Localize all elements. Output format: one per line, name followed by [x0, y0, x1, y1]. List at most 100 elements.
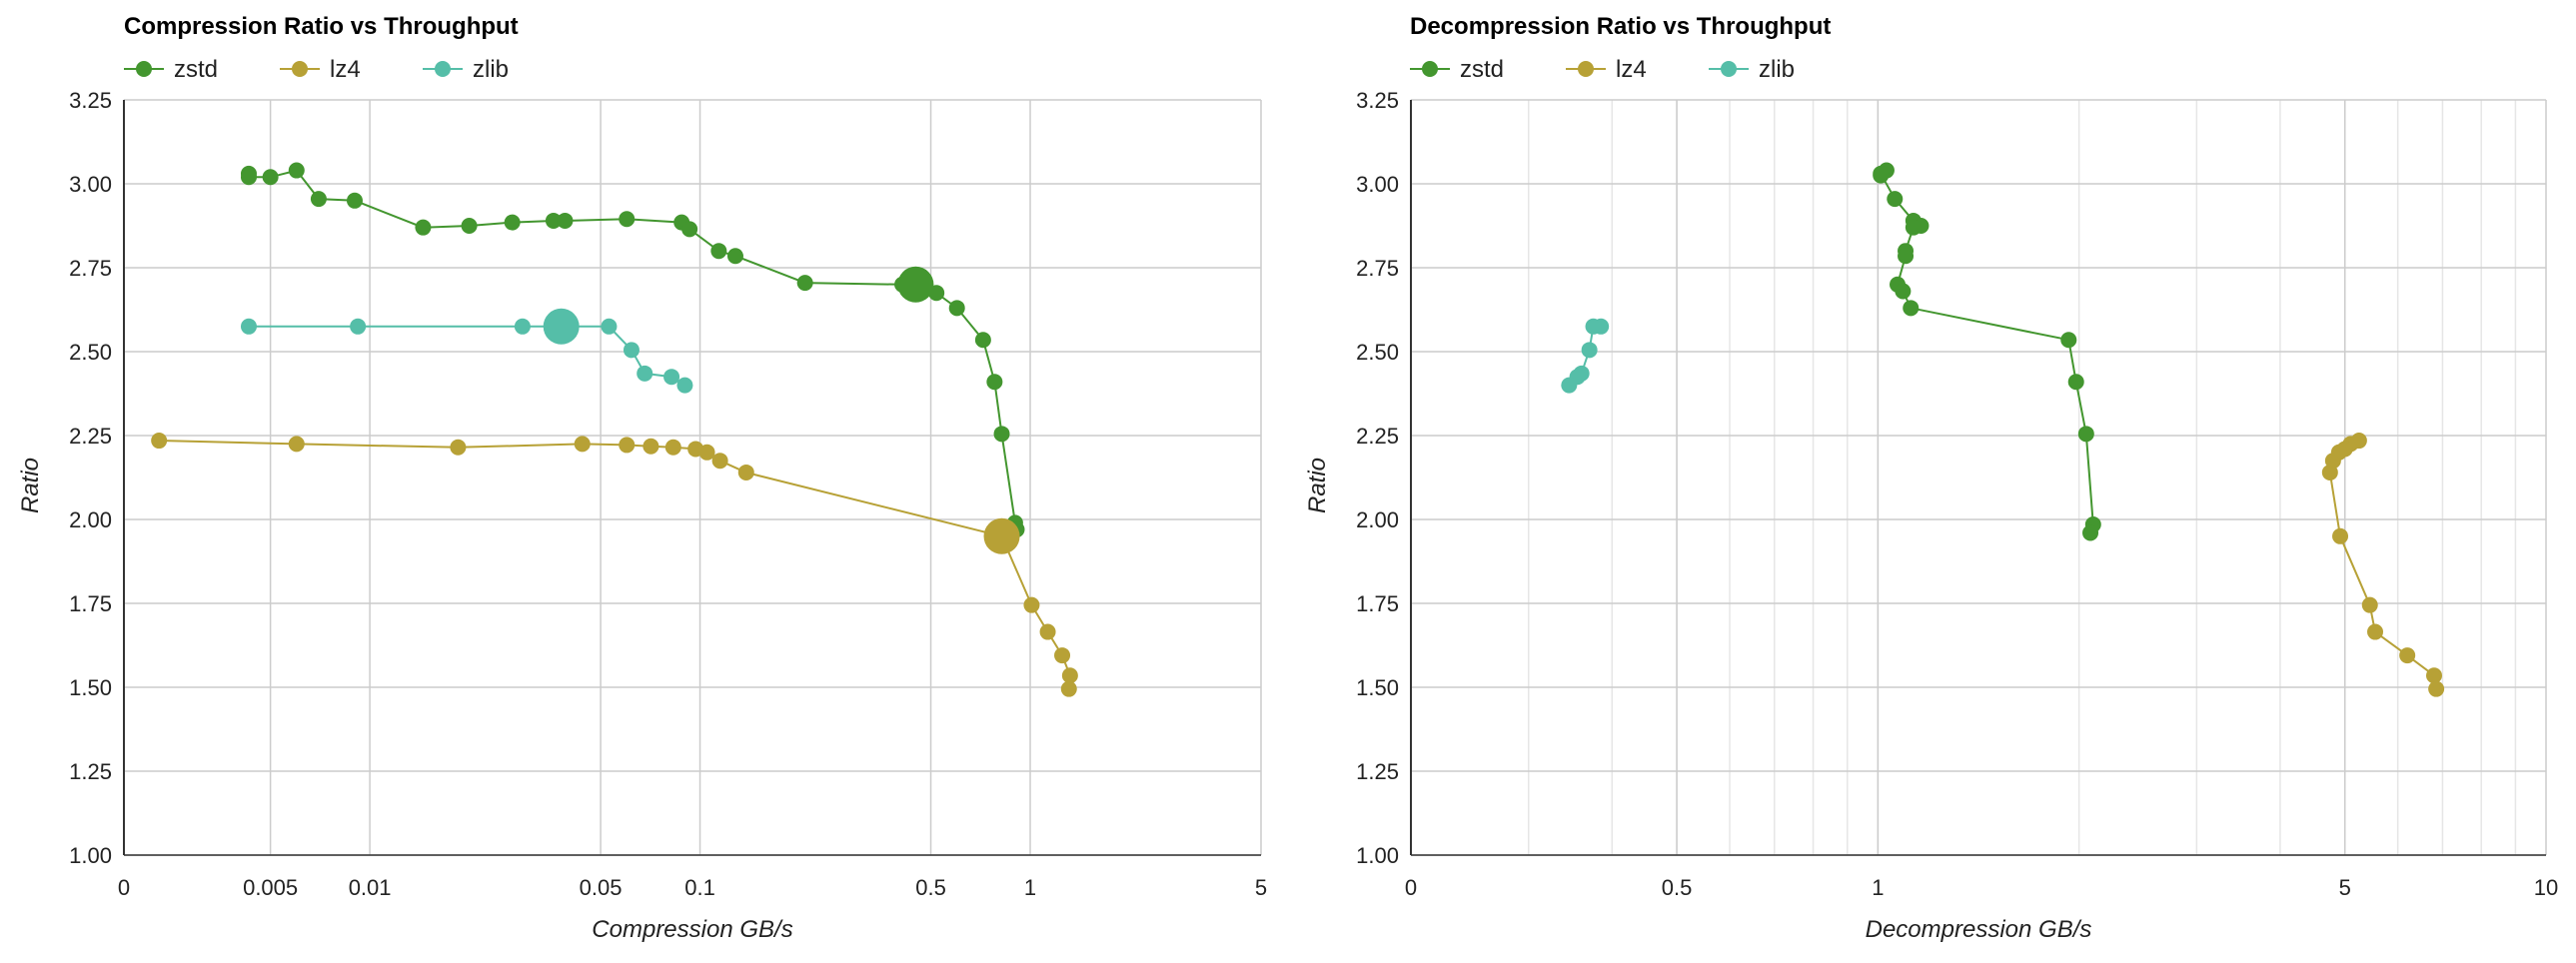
legend-label: lz4 [1616, 56, 1647, 83]
legend-label: zlib [1759, 56, 1795, 83]
y-tick-label: 1.00 [69, 843, 112, 868]
legend-label: zlib [473, 56, 509, 83]
legend-marker [292, 61, 308, 77]
series-zlib [1561, 318, 1610, 394]
legend-item-zstd: zstd [124, 56, 218, 83]
data-point-lz4 [288, 436, 305, 453]
x-tick-label: 0.5 [915, 875, 946, 900]
legend-marker [136, 61, 152, 77]
data-point-zstd [288, 162, 305, 179]
data-point-lz4 [2428, 680, 2445, 697]
y-tick-label: 2.00 [1356, 507, 1399, 532]
y-tick-label: 2.75 [1356, 256, 1399, 281]
y-tick-label: 1.75 [1356, 591, 1399, 616]
y-tick-label: 1.25 [69, 759, 112, 784]
data-point-zlib [601, 318, 618, 335]
data-point-zlib [637, 365, 653, 382]
data-point-zlib [1561, 377, 1578, 394]
data-point-lz4 [643, 438, 659, 455]
data-point-zstd [726, 248, 743, 265]
data-point-zstd [415, 219, 432, 236]
data-point-zstd [461, 218, 478, 234]
highlight-point-zstd [897, 266, 934, 303]
data-point-zstd [986, 374, 1003, 391]
data-point-lz4 [2426, 667, 2443, 684]
y-tick-label: 3.25 [1356, 88, 1399, 113]
data-point-zlib [514, 318, 531, 335]
data-point-lz4 [2399, 647, 2416, 664]
highlight-point-lz4 [983, 517, 1020, 554]
x-tick-label: 0 [118, 875, 130, 900]
legend-marker [1578, 61, 1594, 77]
data-point-zstd [993, 426, 1010, 443]
legend-marker [435, 61, 451, 77]
series-line-zlib [249, 325, 685, 387]
data-point-zstd [1898, 248, 1915, 265]
data-point-lz4 [1060, 680, 1077, 697]
legend-item-lz4: lz4 [280, 56, 361, 83]
data-point-zstd [2060, 332, 2077, 349]
data-point-zstd [619, 211, 636, 228]
data-point-lz4 [619, 437, 636, 454]
x-tick-label: 5 [1255, 875, 1267, 900]
x-tick-label: 0.01 [349, 875, 392, 900]
x-tick-label: 1 [1872, 875, 1884, 900]
y-tick-label: 3.00 [69, 172, 112, 197]
data-point-zstd [2082, 524, 2099, 541]
y-tick-label: 1.50 [69, 675, 112, 700]
data-point-zstd [240, 169, 257, 186]
data-point-zstd [2067, 374, 2084, 391]
data-point-zstd [710, 243, 727, 260]
chart-panel-2: Decompression Ratio vs Throughput zstd lz4… [1304, 13, 2558, 943]
x-tick-label: 5 [2339, 875, 2351, 900]
data-point-zstd [948, 300, 965, 317]
legend-label: zstd [174, 56, 218, 83]
y-tick-label: 3.25 [69, 88, 112, 113]
chart-title: Compression Ratio vs Throughput [124, 13, 519, 40]
legend-item-lz4: lz4 [1566, 56, 1647, 83]
data-point-zstd [1887, 191, 1904, 208]
data-point-lz4 [711, 453, 728, 470]
data-point-zstd [796, 275, 813, 292]
data-point-zstd [262, 169, 279, 186]
series-zstd [1873, 162, 2101, 541]
data-point-zlib [240, 318, 257, 335]
legend-marker [1422, 61, 1438, 77]
chart-panel-1: Compression Ratio vs Throughput zstd lz4 zl… [17, 13, 1267, 943]
y-tick-label: 2.00 [69, 507, 112, 532]
y-tick-label: 1.00 [1356, 843, 1399, 868]
y-tick-label: 2.50 [69, 340, 112, 365]
data-point-lz4 [737, 464, 754, 481]
data-point-lz4 [151, 433, 168, 450]
data-point-zlib [350, 318, 367, 335]
data-point-lz4 [664, 439, 681, 456]
x-tick-label: 0 [1405, 875, 1417, 900]
data-point-lz4 [698, 444, 715, 461]
y-tick-label: 2.25 [69, 424, 112, 449]
legend-label: zstd [1460, 56, 1504, 83]
y-axis-label: Ratio [17, 458, 44, 513]
series-lz4 [2321, 433, 2445, 697]
y-tick-label: 2.25 [1356, 424, 1399, 449]
data-point-zlib [1585, 318, 1602, 335]
data-point-lz4 [574, 436, 591, 453]
data-point-zstd [504, 214, 521, 231]
series-lz4 [151, 433, 1078, 697]
data-point-zstd [1895, 283, 1912, 300]
grid [123, 99, 1262, 856]
highlight-point-zlib [543, 308, 580, 345]
data-point-lz4 [1039, 623, 1056, 640]
data-point-zstd [974, 332, 991, 349]
data-point-zstd [1903, 300, 1920, 317]
data-point-zstd [310, 191, 327, 208]
series-line-lz4 [159, 440, 1071, 689]
legend: zstd lz4 zlib [124, 56, 509, 83]
x-tick-label: 0.1 [684, 875, 715, 900]
legend: zstd lz4 zlib [1410, 56, 1795, 83]
x-tick-label: 1 [1024, 875, 1036, 900]
data-point-lz4 [2321, 464, 2338, 481]
data-point-zstd [1905, 219, 1922, 236]
legend-item-zstd: zstd [1410, 56, 1504, 83]
data-point-lz4 [2367, 623, 2384, 640]
